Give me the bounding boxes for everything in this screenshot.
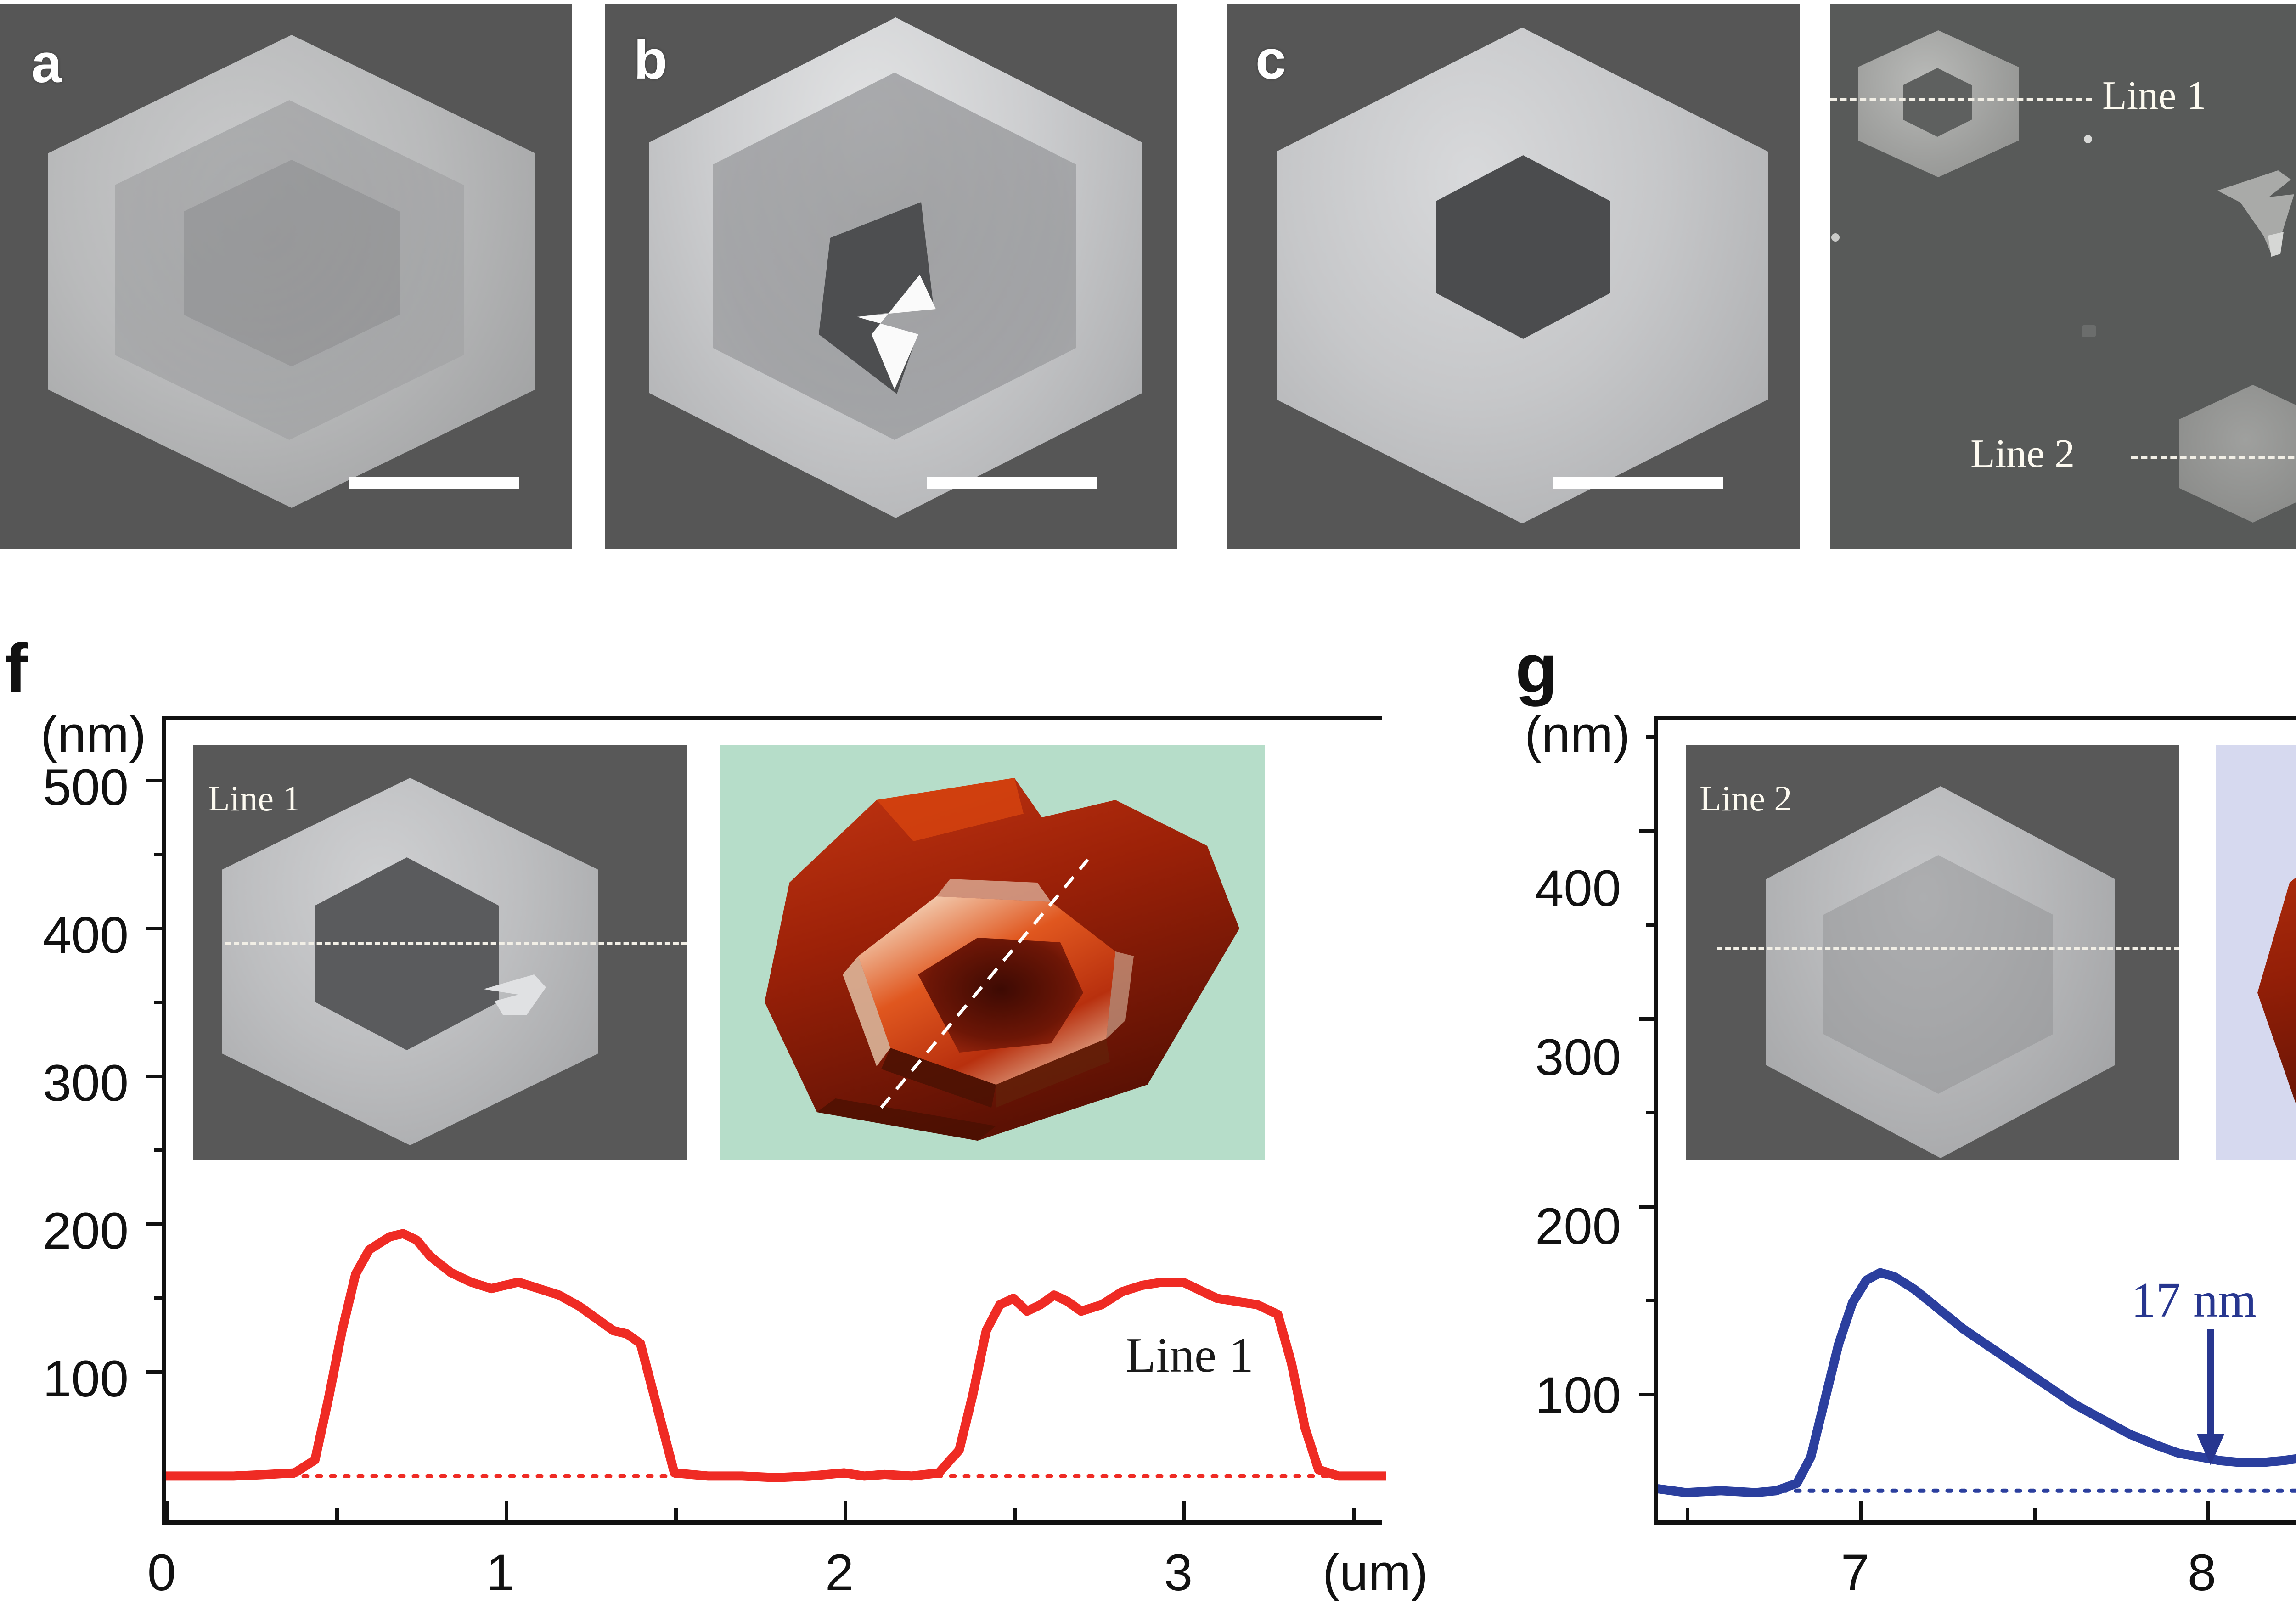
triangular-particle [2217, 170, 2294, 257]
hex-plate-core-terrace [184, 160, 400, 366]
f-ytick-300 [146, 1075, 166, 1078]
g-ytick-label-100: 100 [1535, 1367, 1621, 1424]
f-curve-label: Line 1 [1125, 1328, 1254, 1383]
f-xtick-0p5 [335, 1508, 339, 1520]
panel-label-a: a [31, 33, 62, 94]
g-xtick-7 [1859, 1501, 1863, 1520]
line-2-label: Line 2 [1970, 432, 2075, 476]
f-xtick-label-2: 2 [825, 1544, 854, 1601]
inset-line-2-marker [1717, 947, 2179, 950]
g-ytick-label-400: 400 [1535, 860, 1621, 917]
inset-line-2-label: Line 2 [1699, 778, 1792, 818]
g-ytick-100 [1639, 1393, 1658, 1396]
hex-ring-hole [1436, 155, 1610, 339]
g-ytick-150 [1646, 1299, 1658, 1302]
debris-speck-edge [1831, 233, 1840, 242]
f-ytick-label-300: 300 [43, 1054, 129, 1112]
panel-label-f: f [5, 630, 28, 707]
plate-defect-shape [819, 202, 936, 394]
f-xaxis-unit: (um) [1322, 1544, 1429, 1601]
f-ytick-450 [154, 853, 166, 856]
f-ytick-200 [146, 1222, 166, 1226]
scale-bar-a [349, 477, 519, 489]
f-ytick-250 [154, 1148, 166, 1152]
g-yaxis-unit: (nm) [1525, 706, 1631, 763]
g-xtick-8 [2206, 1501, 2210, 1520]
scale-bar-b [927, 477, 1097, 489]
inset-hex-ring-hole [315, 857, 499, 1050]
scale-bar-c [1553, 477, 1723, 489]
debris-speck-center [2082, 325, 2096, 337]
g-plot-area: Line 2 [1639, 716, 2296, 1525]
panel-c-sem-image: c [1227, 4, 1800, 549]
afm-3d-surface [765, 778, 1239, 1141]
g-xtick-label-8: 8 [2187, 1544, 2217, 1601]
f-ytick-label-400: 400 [43, 906, 129, 964]
panel-label-b: b [634, 29, 668, 90]
f-xtick-2p5 [1013, 1508, 1017, 1520]
f-ytick-label-200: 200 [43, 1202, 129, 1260]
g-ytick-450 [1646, 735, 1658, 739]
f-xtick-label-1: 1 [486, 1544, 515, 1601]
f-ytick-350 [154, 1001, 166, 1004]
f-xtick-1p5 [674, 1508, 678, 1520]
panel-a-sem-image: a [0, 4, 572, 549]
g-ytick-350 [1646, 923, 1658, 927]
hex-ring-particle-hole [1903, 68, 1972, 137]
f-yaxis-unit: (nm) [40, 706, 146, 763]
g-xtick-7p5 [2033, 1508, 2037, 1520]
f-xtick-label-0: 0 [147, 1544, 176, 1601]
g-inset-afm-3d [2216, 745, 2296, 1160]
f-ytick-150 [154, 1296, 166, 1300]
f-ytick-label-500: 500 [43, 759, 129, 816]
g-ytick-200 [1639, 1205, 1658, 1209]
inset-hex-plate-terrace [1823, 855, 2053, 1094]
debris-speck-small [2084, 135, 2092, 143]
f-xtick-0 [166, 1501, 169, 1520]
panel-b-sem-image: b [605, 4, 1177, 549]
f-inset-sem: Line 1 [193, 745, 687, 1160]
line-1-label: Line 1 [2102, 73, 2207, 118]
panel-label-g: g [1515, 630, 1558, 707]
panel-label-c: c [1255, 29, 1286, 90]
f-ytick-400 [146, 927, 166, 930]
inset-line-1-label: Line 1 [208, 778, 301, 818]
line-1-marker [1830, 98, 2092, 101]
g-xtick-6p5 [1686, 1508, 1689, 1520]
f-inset-afm-3d [720, 745, 1265, 1160]
line-2-marker [2131, 456, 2296, 459]
g-ytick-300 [1639, 1017, 1658, 1021]
f-xtick-1 [505, 1501, 508, 1520]
hex-plate-particle [2179, 385, 2296, 523]
f-ytick-label-100: 100 [43, 1350, 129, 1407]
g-annotation-arrow [2197, 1329, 2224, 1465]
f-xtick-2 [844, 1501, 847, 1520]
g-ytick-250 [1646, 1111, 1658, 1114]
f-xtick-3 [1182, 1501, 1186, 1520]
inset-line-1-marker [225, 942, 687, 945]
g-xtick-label-7: 7 [1840, 1544, 1870, 1601]
inset-hex-plate [1766, 786, 2115, 1158]
g-inset-sem: Line 2 [1686, 745, 2179, 1160]
f-plot-area: Line 1 [146, 716, 1386, 1525]
f-ytick-500 [146, 779, 166, 782]
panel-d-sem-overview: Line 1 Line 2 d [1830, 4, 2296, 549]
g-annotation-17nm: 17 nm [2131, 1273, 2257, 1328]
f-xtick-3p5 [1352, 1508, 1356, 1520]
g-ytick-label-200: 200 [1535, 1198, 1621, 1255]
f-ytick-100 [146, 1370, 166, 1374]
g-ytick-400 [1639, 829, 1658, 833]
f-xtick-label-3: 3 [1164, 1544, 1193, 1601]
g-ytick-label-300: 300 [1535, 1029, 1621, 1086]
afm-3d-surface [2257, 877, 2296, 1104]
inset-edge-defect [484, 974, 546, 1015]
